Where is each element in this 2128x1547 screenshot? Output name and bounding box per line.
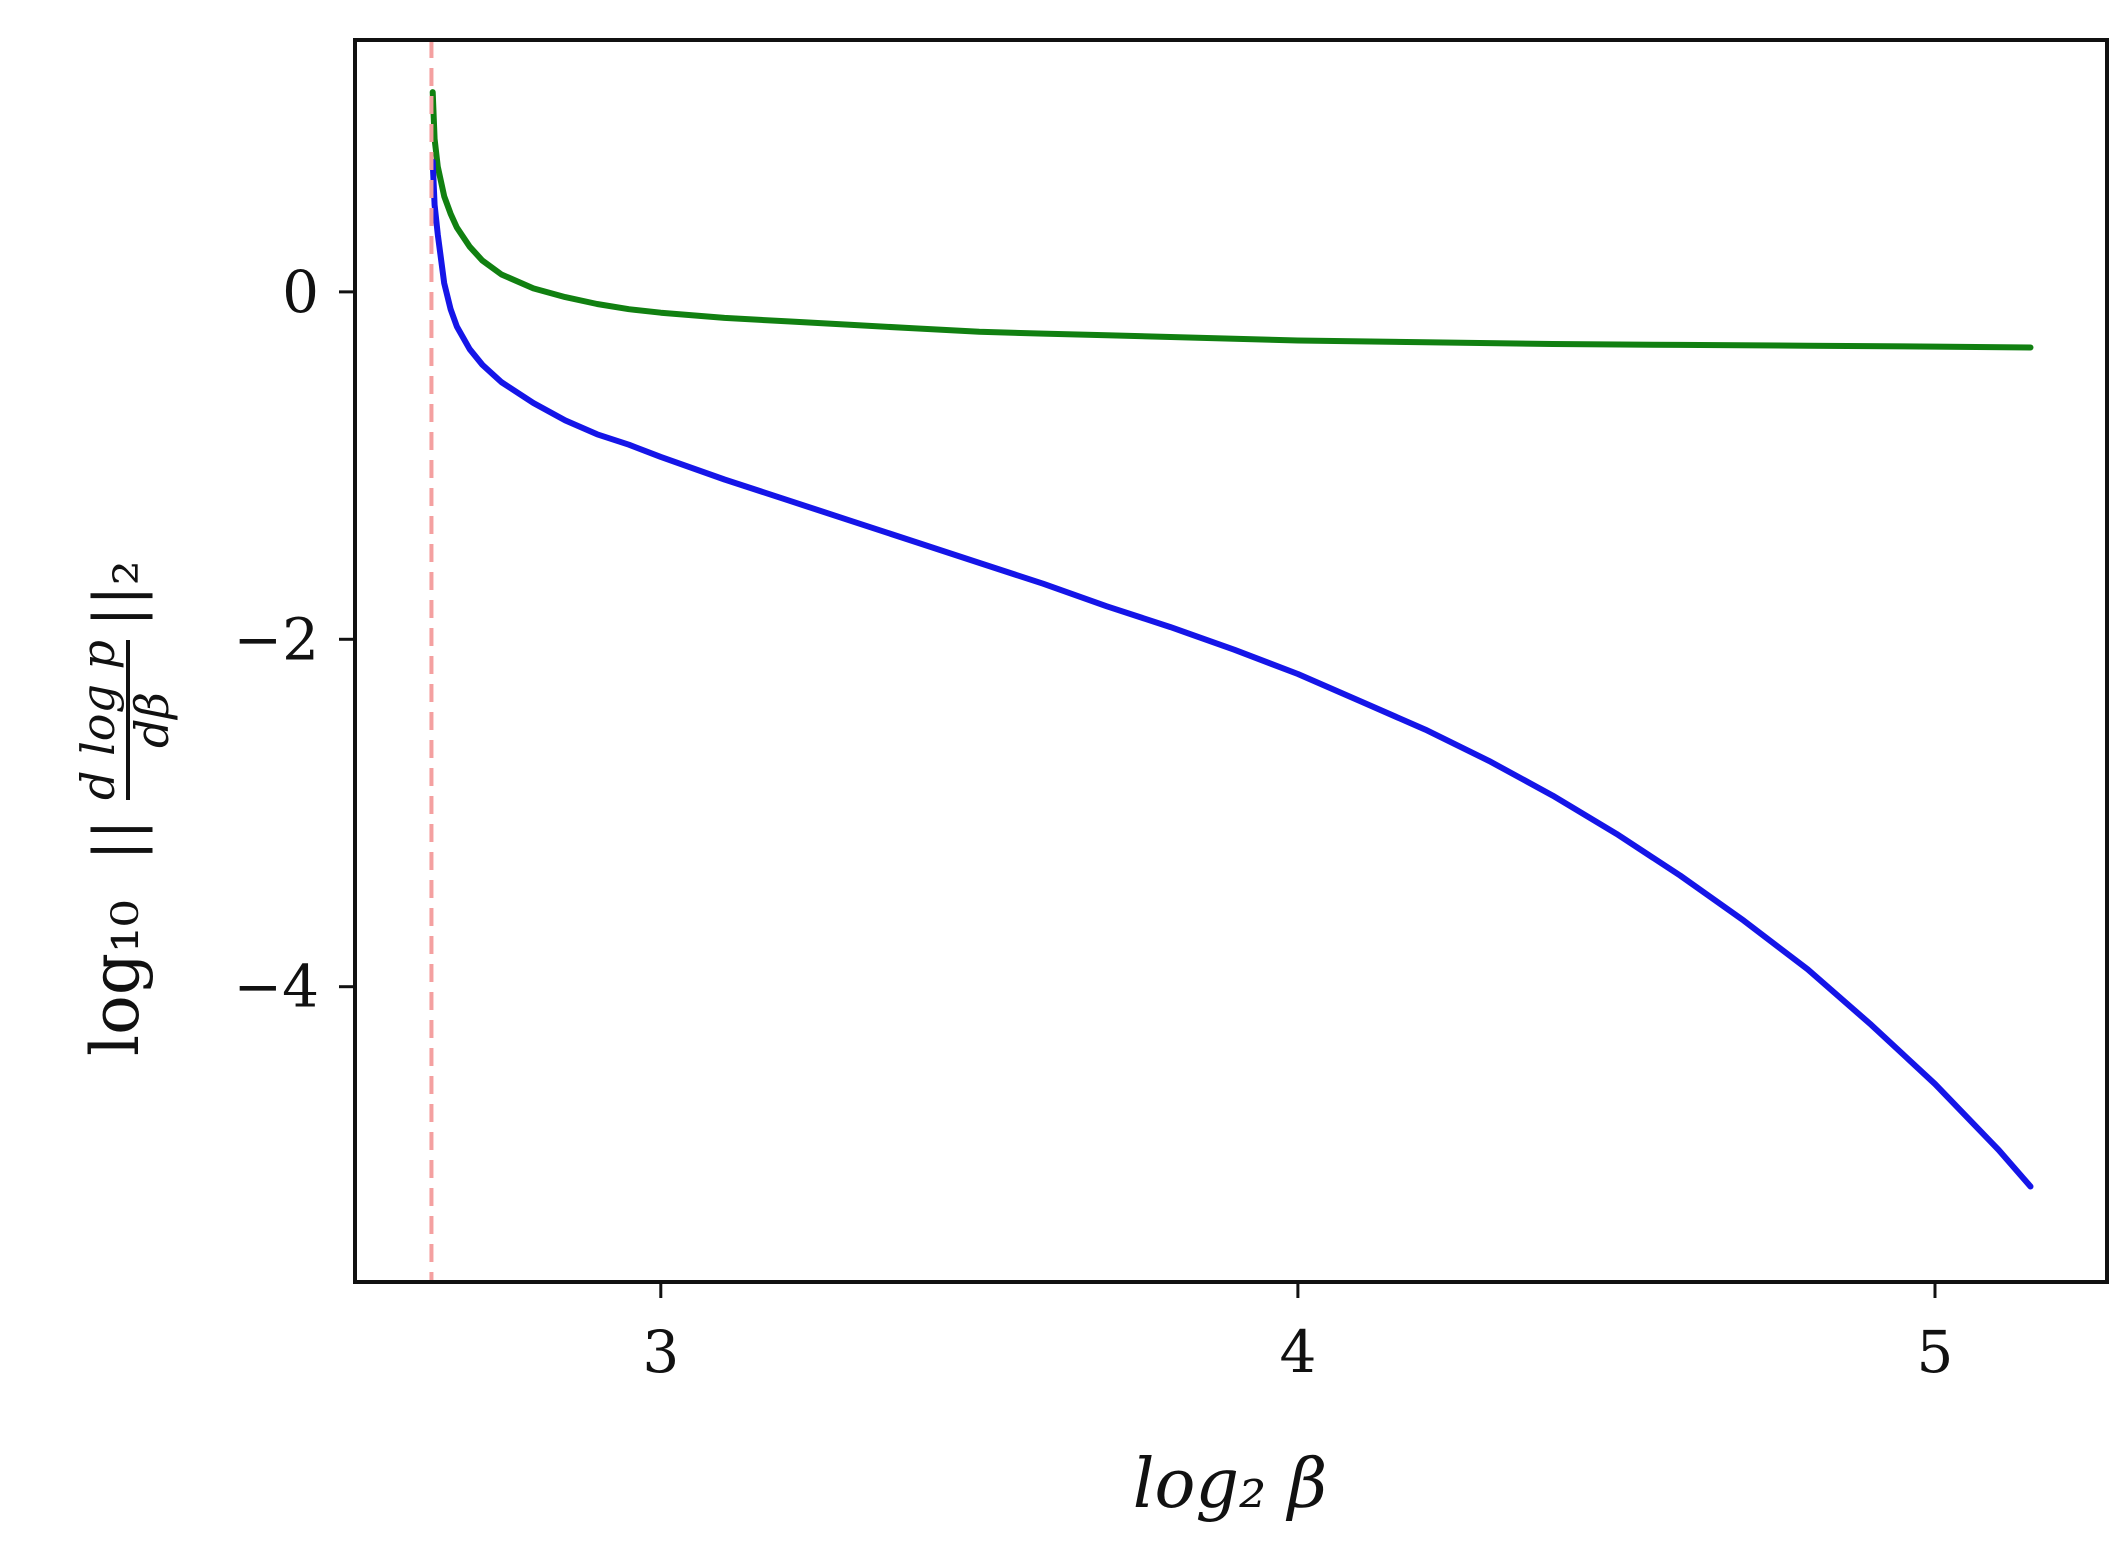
x-tick-label: 5 — [1917, 1318, 1954, 1386]
x-axis-label: log₂ β — [1133, 1445, 1327, 1524]
y-tick-label: 0 — [282, 258, 319, 326]
y-axis-label: log₁₀ || d log p dβ ||₂ — [71, 560, 179, 1056]
y-tick-label: −4 — [234, 953, 320, 1021]
y-axis-label-prefix: log₁₀ — [77, 900, 154, 1056]
y-axis-label-norm-close: ||₂ — [80, 560, 153, 627]
y-axis-ticks: 0 −2 −4 — [234, 258, 355, 1021]
y-axis-label-norm-open: || — [80, 819, 153, 861]
x-axis-ticks: 3 4 5 — [642, 1282, 1953, 1386]
series-line-2 — [429, 158, 2034, 1190]
y-axis-label-numerator: d log p — [71, 640, 125, 800]
x-tick-label: 3 — [642, 1318, 679, 1386]
x-tick-label: 4 — [1279, 1318, 1316, 1386]
y-tick-label: −2 — [234, 605, 320, 673]
plot-frame — [353, 38, 2109, 1284]
series-layer — [429, 89, 2034, 1190]
series-line-1 — [429, 89, 2034, 351]
y-axis-label-denominator: dβ — [125, 692, 179, 748]
